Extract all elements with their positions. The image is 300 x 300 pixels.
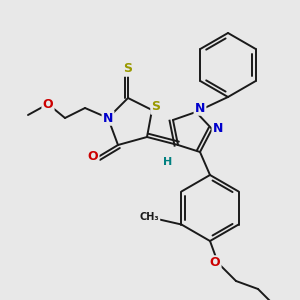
Text: S: S (124, 62, 133, 76)
Text: N: N (213, 122, 223, 136)
Text: CH₃: CH₃ (140, 212, 159, 221)
Text: S: S (152, 100, 160, 113)
Text: N: N (103, 112, 113, 124)
Text: N: N (195, 101, 205, 115)
Text: O: O (210, 256, 220, 269)
Text: O: O (88, 151, 98, 164)
Text: H: H (164, 157, 172, 167)
Text: O: O (43, 98, 53, 110)
